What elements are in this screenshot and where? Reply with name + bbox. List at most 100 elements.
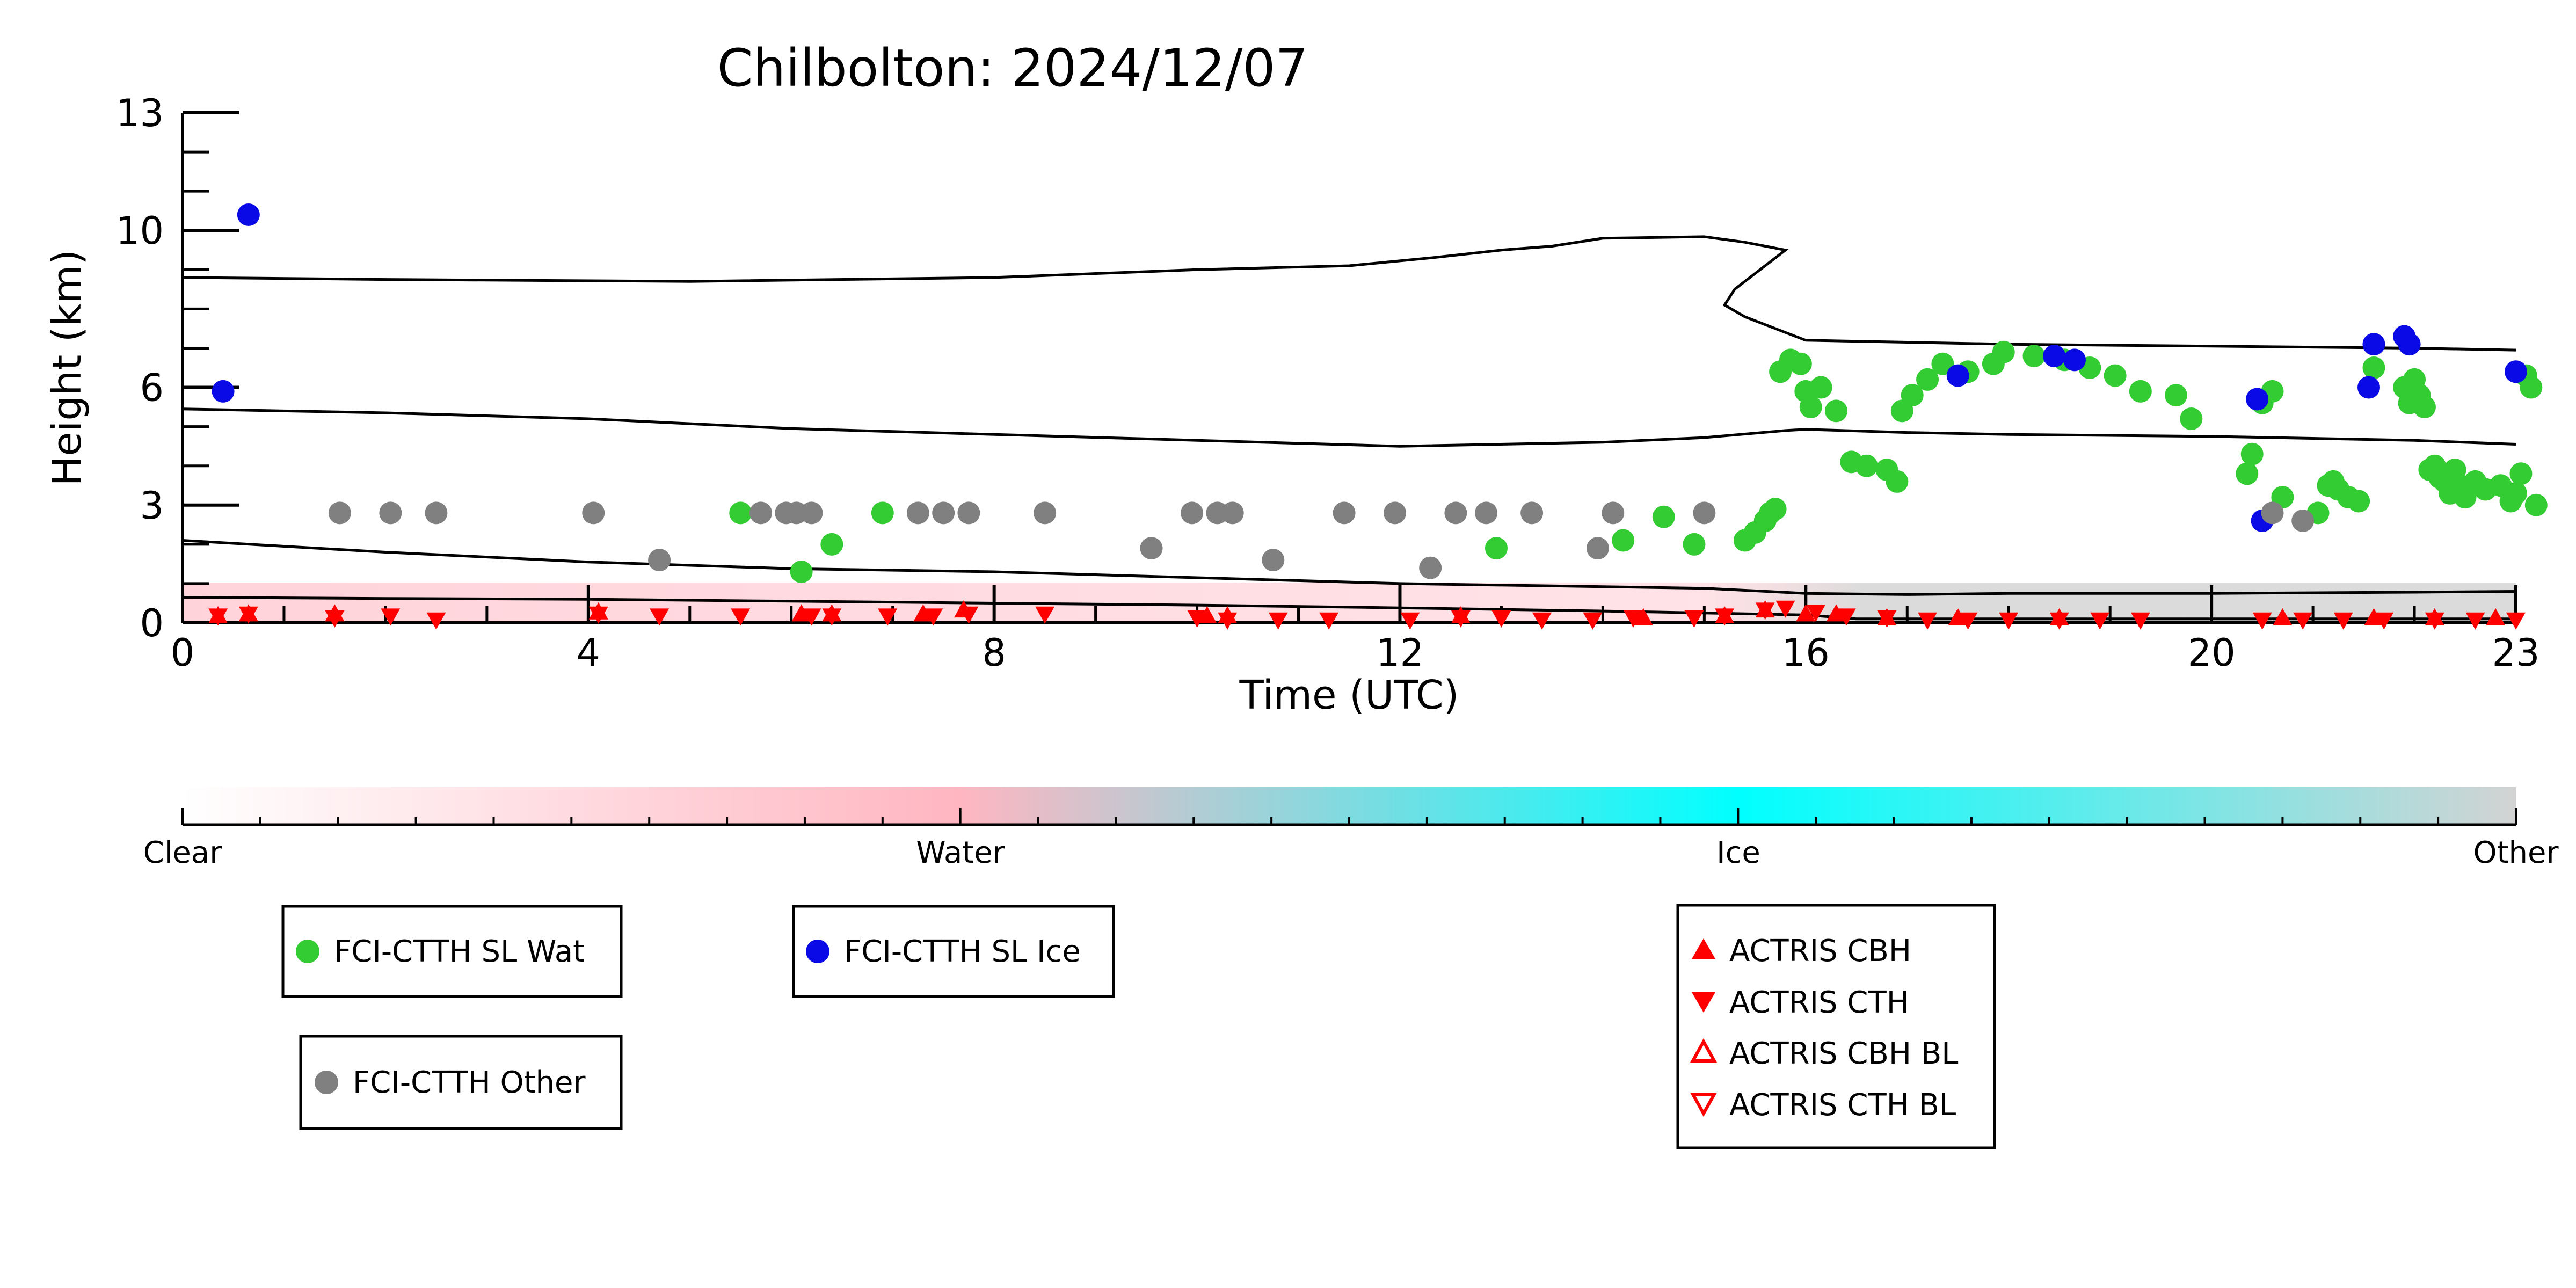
point-fci-ctth-other (2261, 501, 2284, 525)
x-tick-label: 0 (171, 631, 195, 675)
profile-line-1 (182, 407, 2516, 448)
point-actris-cth (238, 606, 258, 624)
lines-layer (182, 235, 2516, 621)
point-actris-cth (822, 608, 842, 626)
point-fci-ctth-sl-wat (729, 501, 752, 525)
point-actris-cth (802, 608, 821, 626)
point-fci-ctth-sl-wat (1931, 352, 1954, 375)
point-actris-cth (2506, 612, 2526, 630)
point-fci-ctth-other (379, 501, 402, 525)
point-actris-cbh (2486, 608, 2506, 625)
legend-wat: FCI-CTTH SL Wat (281, 905, 623, 998)
point-fci-ctth-sl-wat (1824, 399, 1847, 423)
point-fci-ctth-other (906, 501, 929, 525)
profile-line-0 (182, 235, 2516, 352)
point-fci-ctth-sl-ice (237, 203, 260, 226)
x-tick-label: 4 (577, 631, 601, 675)
point-fci-ctth-sl-wat (1789, 352, 1812, 375)
point-fci-ctth-sl-wat (1916, 368, 1939, 391)
point-actris-cbh (2364, 608, 2384, 625)
point-fci-ctth-sl-wat (2022, 345, 2046, 368)
point-fci-ctth-sl-wat (1683, 533, 1706, 556)
legend-marker-cbh (1692, 938, 1715, 959)
point-actris-cbh (913, 604, 933, 622)
point-fci-ctth-sl-wat (2240, 442, 2264, 465)
point-fci-ctth-other (1475, 501, 1498, 525)
point-fci-ctth-sl-wat (1764, 498, 1787, 521)
point-fci-ctth-sl-ice (2246, 388, 2269, 411)
surface-band (183, 583, 2516, 623)
point-fci-ctth-sl-wat (1886, 470, 1909, 493)
legend-label-ice: FCI-CTTH SL Ice (844, 934, 1081, 969)
point-fci-ctth-other (1221, 501, 1244, 525)
point-actris-cth (1999, 612, 2019, 630)
y-tick-label: 13 (116, 91, 164, 135)
y-tick-label: 6 (140, 366, 164, 410)
legend-marker-cbh-bl (1690, 1038, 1718, 1063)
point-actris-cth (588, 606, 608, 624)
point-fci-ctth-sl-wat (2362, 356, 2385, 379)
point-actris-cth (1491, 610, 1511, 628)
legend-label-cbh-bl: ACTRIS CBH BL (1729, 1036, 1958, 1071)
point-fci-ctth-other (800, 501, 823, 525)
point-actris-cth (2252, 612, 2272, 630)
point-actris-cth (1836, 608, 1856, 626)
point-actris-cth (2090, 612, 2110, 630)
point-fci-ctth-sl-ice (2398, 333, 2421, 356)
point-fci-ctth-sl-wat (2413, 396, 2436, 419)
legend-label-cbh: ACTRIS CBH (1729, 934, 1911, 969)
point-actris-cth (1755, 602, 1775, 620)
point-actris-cth (1684, 610, 1704, 628)
x-tick-label: 16 (1782, 631, 1830, 675)
point-fci-ctth-sl-ice (2362, 333, 2385, 356)
markers-layer (208, 203, 2548, 630)
colorbar-label-ice: Ice (1716, 835, 1760, 870)
point-fci-ctth-sl-wat (2509, 462, 2533, 485)
point-actris-cth (381, 608, 401, 626)
point-fci-ctth-other (328, 501, 351, 525)
point-actris-cbh (1796, 604, 1816, 622)
point-actris-cth (878, 608, 898, 626)
legend-label-cth: ACTRIS CTH (1729, 985, 1909, 1020)
point-fci-ctth-sl-ice (1946, 364, 1969, 387)
point-actris-cth (1775, 600, 1795, 618)
point-fci-ctth-sl-wat (2129, 380, 2152, 403)
point-actris-cth (1400, 612, 1420, 630)
legend-marker-cth (1692, 992, 1715, 1013)
point-fci-ctth-sl-wat (2236, 462, 2259, 485)
point-fci-ctth-sl-wat (1855, 454, 1878, 477)
point-fci-ctth-other (749, 501, 773, 525)
point-fci-ctth-other (1333, 501, 1356, 525)
legend-other: FCI-CTTH Other (299, 1035, 623, 1130)
point-actris-cth (1877, 610, 1897, 628)
point-fci-ctth-other (1384, 501, 1407, 525)
legend-marker-wat (296, 940, 319, 963)
point-actris-cth (1187, 610, 1207, 628)
point-fci-ctth-other (932, 501, 955, 525)
point-fci-ctth-sl-ice (2357, 376, 2381, 399)
point-fci-ctth-sl-wat (1485, 537, 1508, 560)
point-actris-cth (1624, 610, 1643, 628)
point-fci-ctth-sl-wat (2180, 407, 2203, 430)
point-actris-cth (2425, 612, 2444, 630)
point-actris-cth (1918, 612, 1938, 630)
point-actris-cbh (791, 604, 811, 622)
point-actris-cth (1806, 605, 1826, 622)
point-fci-ctth-sl-wat (820, 533, 843, 556)
point-fci-ctth-sl-wat (2347, 490, 2370, 513)
colorbar-label-other: Other (2473, 835, 2559, 870)
chart-title: Chilbolton: 2024/12/07 (717, 38, 1308, 98)
point-actris-cth (1319, 612, 1339, 630)
point-fci-ctth-other (1034, 501, 1057, 525)
point-actris-cth (2374, 612, 2394, 630)
point-actris-cth (426, 612, 446, 630)
point-fci-ctth-other (648, 549, 671, 572)
y-tick-label: 10 (116, 209, 164, 253)
y-tick-label: 3 (140, 484, 164, 528)
point-fci-ctth-other (1602, 501, 1625, 525)
legend-label-cth-bl: ACTRIS CTH BL (1729, 1088, 1956, 1123)
point-fci-ctth-sl-wat (2524, 493, 2548, 516)
point-actris-cth (2465, 612, 2485, 630)
point-fci-ctth-other (1444, 501, 1467, 525)
